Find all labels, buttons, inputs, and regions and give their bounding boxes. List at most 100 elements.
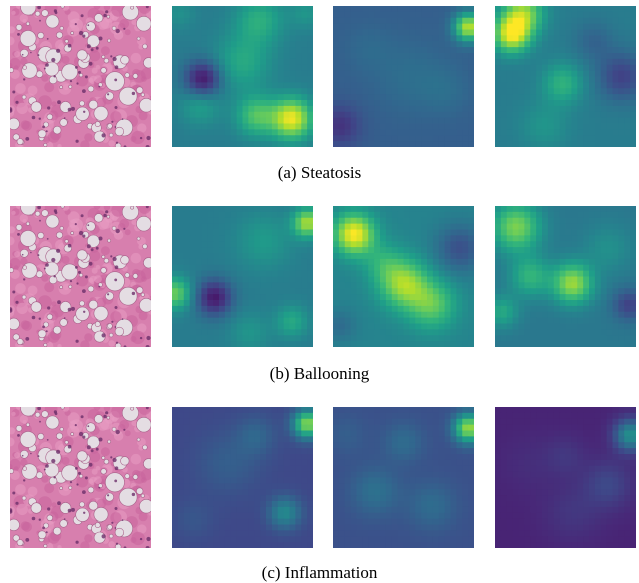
heatmap-cell	[189, 135, 197, 142]
heatmap-cell	[271, 217, 279, 225]
heatmap-cell	[189, 341, 197, 347]
heatmap-cell	[254, 241, 261, 248]
heatmap-cell	[432, 300, 440, 307]
heatmap-cell	[530, 111, 537, 119]
heatmap-cell	[295, 29, 302, 36]
heatmap-cell	[385, 276, 393, 283]
heatmap-cell	[600, 282, 608, 289]
tissue-texture	[16, 6, 22, 9]
heatmap-cell	[612, 100, 619, 107]
heatmap-cell	[438, 300, 446, 307]
heatmap-cell	[374, 117, 381, 125]
heatmap-cell	[207, 412, 214, 420]
heatmap-cell	[333, 105, 340, 113]
heatmap-cell	[403, 206, 410, 213]
fat-vacuole	[37, 31, 45, 39]
heatmap-cell	[571, 323, 578, 330]
heatmap-cell	[213, 329, 220, 336]
heatmap-cell	[189, 111, 197, 119]
fat-vacuole	[121, 6, 139, 21]
heatmap-cell	[236, 311, 244, 319]
heatmap-cell	[183, 288, 191, 295]
heatmap-cell	[260, 329, 267, 336]
heatmap-cell	[391, 241, 399, 248]
heatmap-cell	[307, 29, 313, 36]
heatmap-cell	[201, 217, 208, 225]
heatmap-cell	[277, 135, 285, 142]
heatmap-cell	[500, 253, 508, 260]
heatmap-cell	[462, 300, 469, 307]
heatmap-cell	[350, 64, 358, 72]
heatmap-cell	[362, 311, 369, 319]
heatmap-cell	[368, 288, 375, 295]
heatmap-cell	[224, 518, 232, 526]
heatmap-cell	[356, 11, 363, 19]
nucleus	[114, 65, 119, 69]
heatmap-cell	[230, 317, 238, 325]
heatmap-cell	[183, 412, 191, 420]
heatmap-cell	[577, 94, 584, 101]
heatmap-cell	[219, 41, 226, 48]
heatmap-cell	[183, 135, 191, 142]
fat-vacuole	[132, 73, 139, 79]
nucleus	[42, 125, 45, 129]
heatmap-cell	[266, 501, 273, 508]
heatmap-cell	[553, 58, 561, 66]
heatmap-cell	[350, 29, 358, 36]
fat-vacuole	[78, 72, 84, 78]
heatmap-cell	[172, 11, 179, 19]
heatmap-cell	[391, 29, 399, 36]
heatmap-cell	[260, 241, 267, 248]
heatmap-cell	[421, 270, 428, 278]
heatmap-cell	[565, 100, 572, 107]
heatmap-cell	[374, 317, 381, 325]
heatmap-cell	[524, 211, 531, 219]
heatmap-cell	[444, 341, 452, 347]
tissue-texture	[51, 101, 57, 107]
heatmap-cell	[207, 512, 214, 520]
heatmap-cell	[172, 247, 179, 254]
heatmap-cell	[230, 501, 238, 508]
heatmap-image	[495, 6, 636, 147]
heatmap-cell	[350, 241, 358, 248]
heatmap-cell	[444, 47, 452, 54]
heatmap-cell	[559, 123, 567, 130]
heatmap-cell	[421, 117, 428, 125]
heatmap-cell	[368, 223, 375, 231]
heatmap-cell	[462, 41, 469, 48]
heatmap-cell	[277, 518, 285, 526]
heatmap-cell	[438, 105, 446, 113]
heatmap-cell	[462, 17, 469, 25]
heatmap-cell	[295, 100, 302, 107]
heatmap-cell	[380, 141, 387, 147]
heatmap-cell	[254, 100, 261, 107]
heatmap-cell	[224, 530, 232, 537]
heatmap-cell	[630, 264, 636, 272]
heatmap-cell	[333, 270, 340, 278]
heatmap-cell	[577, 294, 584, 301]
heatmap-cell	[600, 123, 608, 130]
heatmap-cell	[295, 454, 302, 461]
heatmap-cell	[612, 276, 619, 283]
heatmap-cell	[589, 270, 596, 278]
heatmap-cell	[295, 518, 302, 526]
heatmap-cell	[254, 323, 261, 330]
heatmap-cell	[333, 47, 340, 54]
heatmap-cell	[512, 305, 520, 313]
nucleus	[82, 435, 86, 439]
heatmap-cell	[333, 276, 340, 283]
heatmap-cell	[438, 100, 446, 107]
heatmap-cell	[338, 135, 346, 142]
heatmap-cell	[391, 88, 399, 95]
heatmap-cell	[583, 135, 590, 142]
heatmap-cell	[391, 211, 399, 219]
heatmap-cell	[271, 17, 279, 25]
heatmap-cell	[536, 341, 543, 347]
heatmap-cell	[260, 100, 267, 107]
heatmap-cell	[177, 253, 185, 260]
heatmap-cell	[224, 276, 232, 283]
heatmap-cell	[242, 217, 249, 225]
heatmap-cell	[397, 23, 405, 31]
heatmap-cell	[624, 235, 631, 242]
heatmap-cell	[172, 117, 179, 125]
